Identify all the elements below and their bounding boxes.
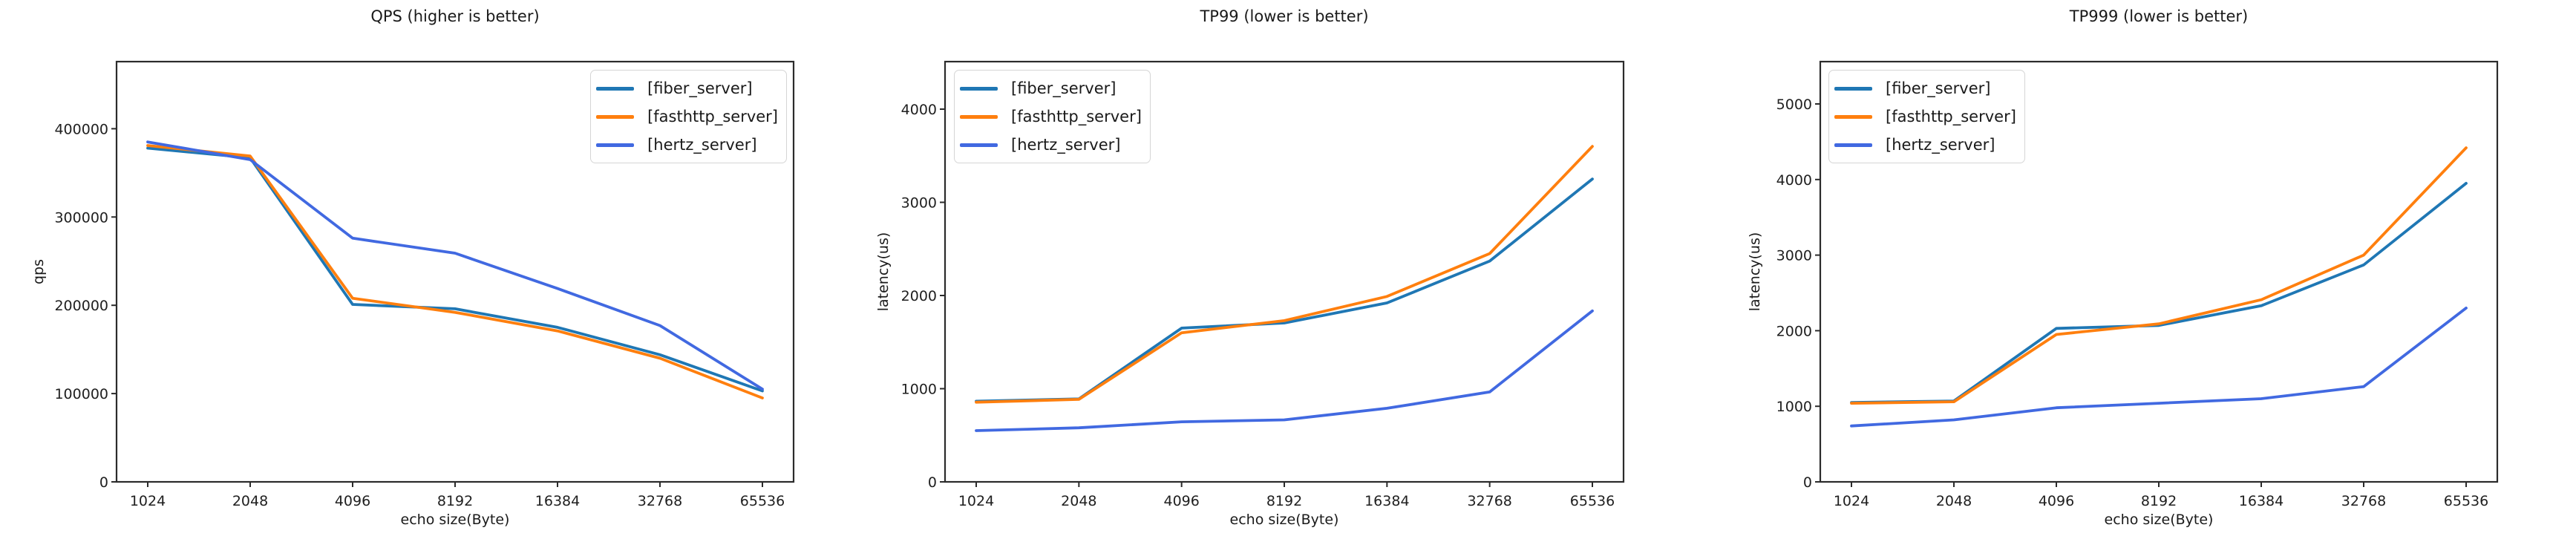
- y-tick-label: 5000: [1776, 97, 1812, 113]
- legend-line-swatch: [1834, 114, 1872, 119]
- chart-tp999: 1024 2048 4096 8192 16384 32768 65536 0 1000 2000…: [1717, 0, 2576, 542]
- x-tick-label: 32768: [1467, 493, 1511, 509]
- y-tick-label: 200000: [54, 298, 108, 314]
- x-tick-label: 4096: [1163, 493, 1199, 509]
- x-tick-label: 65536: [2444, 493, 2488, 509]
- y-tick-label: 0: [1803, 474, 1812, 491]
- legend-label: [hertz_server]: [1886, 136, 1995, 154]
- x-tick-label: 8192: [437, 493, 473, 509]
- y-tick-label: 100000: [54, 386, 108, 402]
- series-line-fasthttp_server: [975, 145, 1594, 404]
- x-tick-label: 16384: [1364, 493, 1409, 509]
- legend-label: [hertz_server]: [1011, 136, 1121, 154]
- legend-item: [fasthttp_server]: [596, 102, 778, 131]
- legend-label: [fasthttp_server]: [1886, 108, 2016, 125]
- series-line-fiber_server: [146, 146, 764, 393]
- x-tick-label: 2048: [1061, 493, 1096, 509]
- legend-item: [hertz_server]: [960, 131, 1142, 159]
- legend: [fiber_server] [fasthttp_server] [hertz_…: [954, 70, 1151, 163]
- series-line-hertz_server: [975, 309, 1594, 432]
- legend: [fiber_server] [fasthttp_server] [hertz_…: [1828, 70, 2025, 163]
- legend-label: [hertz_server]: [647, 136, 757, 154]
- series-line-fiber_server: [1850, 181, 2468, 404]
- x-tick-label: 2048: [232, 493, 268, 509]
- y-tick-label: 1000: [1776, 399, 1812, 415]
- y-tick-label: 300000: [54, 209, 108, 226]
- series-line-fasthttp_server: [146, 144, 764, 399]
- x-tick-label: 8192: [2141, 493, 2177, 509]
- x-tick-label: 16384: [2239, 493, 2284, 509]
- y-axis-label: latency(us): [1747, 232, 1763, 312]
- y-axis-label: qps: [30, 258, 47, 285]
- series-line-fasthttp_server: [1850, 146, 2468, 405]
- chart-title: TP99 (lower is better): [1200, 7, 1369, 25]
- x-tick-label: 8192: [1266, 493, 1302, 509]
- legend-label: [fiber_server]: [1886, 79, 1991, 97]
- x-tick-label: 32768: [638, 493, 682, 509]
- x-axis-label: echo size(Byte): [1229, 512, 1339, 528]
- legend-item: [fiber_server]: [1834, 74, 2016, 102]
- y-tick-label: 4000: [901, 102, 937, 118]
- series-line-hertz_server: [1850, 306, 2468, 428]
- chart-title: TP999 (lower is better): [2069, 7, 2249, 25]
- legend-label: [fiber_server]: [1011, 79, 1117, 97]
- y-tick-label: 0: [928, 474, 937, 491]
- series-line-fiber_server: [975, 177, 1594, 403]
- x-tick-label: 16384: [535, 493, 580, 509]
- legend-line-swatch: [960, 114, 998, 119]
- legend-line-swatch: [1834, 143, 1872, 147]
- tp99-plot-area: 1024 2048 4096 8192 16384 32768 65536 0 1000 2000…: [901, 60, 1625, 509]
- legend-line-swatch: [960, 86, 998, 91]
- legend-item: [fiber_server]: [960, 74, 1142, 102]
- y-tick-label: 400000: [54, 121, 108, 137]
- y-tick-label: 2000: [901, 288, 937, 304]
- chart-tp99: 1024 2048 4096 8192 16384 32768 65536 0 1000 2000…: [859, 0, 1718, 542]
- x-tick-label: 65536: [740, 493, 785, 509]
- x-tick-label: 4096: [335, 493, 370, 509]
- x-tick-label: 1024: [1834, 493, 1869, 509]
- x-tick-label: 1024: [958, 493, 994, 509]
- x-axis-label: echo size(Byte): [2104, 512, 2214, 528]
- y-axis-label: latency(us): [875, 232, 892, 312]
- y-tick-label: 4000: [1776, 172, 1812, 189]
- chart-qps: 1024 2048 4096 8192 16384 32768 65536 0 100000 20…: [0, 0, 859, 542]
- y-tick-label: 3000: [1776, 248, 1812, 264]
- legend-item: [fiber_server]: [596, 74, 778, 102]
- tp999-plot-area: 1024 2048 4096 8192 16384 32768 65536 0 1000 2000…: [1776, 60, 2499, 509]
- legend: [fiber_server] [fasthttp_server] [hertz_…: [590, 70, 787, 163]
- legend-label: [fasthttp_server]: [647, 108, 778, 125]
- qps-plot-area: 1024 2048 4096 8192 16384 32768 65536 0 100000 20…: [54, 60, 795, 509]
- series-line-hertz_server: [146, 140, 764, 391]
- x-tick-label: 32768: [2341, 493, 2386, 509]
- x-tick-label: 2048: [1936, 493, 1972, 509]
- y-tick-label: 0: [99, 474, 108, 491]
- x-tick-label: 1024: [130, 493, 166, 509]
- legend-line-swatch: [596, 114, 635, 119]
- legend-line-swatch: [960, 143, 998, 147]
- legend-label: [fiber_server]: [647, 79, 753, 97]
- chart-title: QPS (higher is better): [370, 7, 540, 25]
- legend-line-swatch: [596, 86, 635, 91]
- legend-item: [fasthttp_server]: [1834, 102, 2016, 131]
- legend-line-swatch: [1834, 86, 1872, 91]
- legend-line-swatch: [596, 143, 635, 147]
- x-tick-label: 4096: [2039, 493, 2074, 509]
- x-tick-label: 65536: [1570, 493, 1615, 509]
- x-axis-label: echo size(Byte): [400, 512, 510, 528]
- y-tick-label: 3000: [901, 195, 937, 212]
- y-tick-label: 2000: [1776, 323, 1812, 339]
- y-tick-label: 1000: [901, 382, 937, 398]
- legend-item: [fasthttp_server]: [960, 102, 1142, 131]
- legend-item: [hertz_server]: [596, 131, 778, 159]
- legend-item: [hertz_server]: [1834, 131, 2016, 159]
- legend-label: [fasthttp_server]: [1011, 108, 1142, 125]
